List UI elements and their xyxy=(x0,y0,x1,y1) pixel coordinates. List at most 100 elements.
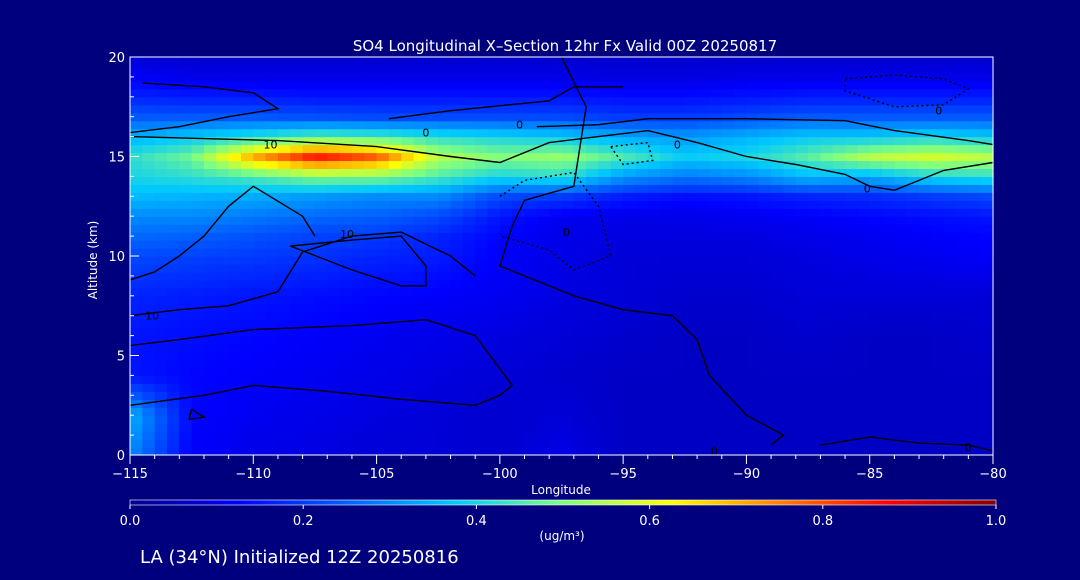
field-cell xyxy=(943,287,957,297)
field-cell xyxy=(154,57,168,66)
field-cell xyxy=(931,80,945,90)
field-cell xyxy=(882,319,895,329)
field-cell xyxy=(561,168,575,177)
field-cell xyxy=(253,136,267,146)
field-cell xyxy=(450,271,464,281)
field-cell xyxy=(660,248,674,257)
field-cell xyxy=(610,144,624,154)
field-cell xyxy=(771,152,785,162)
field-cell xyxy=(820,447,834,456)
field-cell xyxy=(499,112,513,122)
field-cell xyxy=(660,120,674,130)
field-cell xyxy=(142,263,156,273)
field-cell xyxy=(795,208,809,217)
field-cell xyxy=(512,263,526,273)
field-cell xyxy=(956,136,969,146)
field-cell xyxy=(302,327,316,337)
field-cell xyxy=(166,287,180,297)
field-cell xyxy=(130,367,143,376)
field-cell xyxy=(795,128,809,138)
field-cell xyxy=(376,287,390,297)
field-cell xyxy=(561,295,575,305)
field-cell xyxy=(894,279,908,289)
field-cell xyxy=(697,240,711,249)
field-cell xyxy=(327,152,341,162)
field-cell xyxy=(413,319,427,329)
field-cell xyxy=(142,295,156,305)
field-cell xyxy=(906,431,920,440)
field-cell xyxy=(438,279,452,289)
field-cell xyxy=(536,423,550,432)
field-cell xyxy=(142,423,156,432)
field-cell xyxy=(499,120,513,130)
field-cell xyxy=(721,248,735,257)
field-cell xyxy=(277,287,291,297)
field-cell xyxy=(364,279,378,289)
field-cell xyxy=(573,415,587,424)
field-cell xyxy=(364,112,378,122)
field-cell xyxy=(438,160,452,170)
field-cell xyxy=(697,263,711,273)
field-cell xyxy=(216,112,230,122)
field-cell xyxy=(734,407,748,416)
field-cell xyxy=(512,359,526,369)
field-cell xyxy=(142,391,156,400)
field-cell xyxy=(623,359,637,369)
field-cell xyxy=(820,120,834,130)
field-cell xyxy=(931,295,945,305)
field-cell xyxy=(302,152,316,162)
field-cell xyxy=(425,431,439,440)
field-cell xyxy=(487,96,501,106)
field-cell xyxy=(512,240,526,249)
field-cell xyxy=(734,335,748,345)
field-cell xyxy=(376,216,390,225)
field-cell xyxy=(894,128,908,138)
field-cell xyxy=(746,311,760,321)
field-cell xyxy=(919,216,932,225)
field-cell xyxy=(130,216,143,225)
field-cell xyxy=(130,391,143,400)
field-cell xyxy=(956,96,969,106)
field-cell xyxy=(610,391,624,400)
field-cell xyxy=(438,407,452,416)
field-cell xyxy=(499,271,513,281)
field-cell xyxy=(820,248,834,257)
field-cell xyxy=(586,64,600,74)
field-cell xyxy=(536,200,550,209)
field-cell xyxy=(450,383,464,392)
field-cell xyxy=(462,136,476,146)
field-cell xyxy=(290,184,304,193)
field-cell xyxy=(142,80,156,90)
field-cell xyxy=(475,279,489,289)
field-cell xyxy=(647,128,661,138)
field-cell xyxy=(758,136,772,146)
field-cell xyxy=(413,415,427,424)
field-cell xyxy=(265,64,279,74)
field-cell xyxy=(179,88,193,98)
field-cell xyxy=(327,248,341,257)
field-cell xyxy=(240,343,254,353)
field-cell xyxy=(179,375,193,384)
field-cell xyxy=(857,112,871,122)
field-cell xyxy=(277,88,291,98)
field-cell xyxy=(943,391,957,400)
field-cell xyxy=(277,57,291,66)
field-cell xyxy=(179,224,193,233)
field-cell xyxy=(327,431,341,440)
field-cell xyxy=(401,152,415,162)
field-cell xyxy=(598,208,612,217)
field-cell xyxy=(808,431,821,440)
field-cell xyxy=(586,200,600,209)
field-cell xyxy=(302,120,316,130)
field-cell xyxy=(684,431,698,440)
field-cell xyxy=(475,216,489,225)
field-cell xyxy=(549,80,563,90)
field-cell xyxy=(721,224,735,233)
field-cell xyxy=(265,120,279,130)
field-cell xyxy=(179,407,193,416)
field-cell xyxy=(968,128,982,138)
field-cell xyxy=(919,64,932,74)
field-cell xyxy=(462,263,476,273)
field-cell xyxy=(339,375,353,384)
field-cell xyxy=(450,80,464,90)
